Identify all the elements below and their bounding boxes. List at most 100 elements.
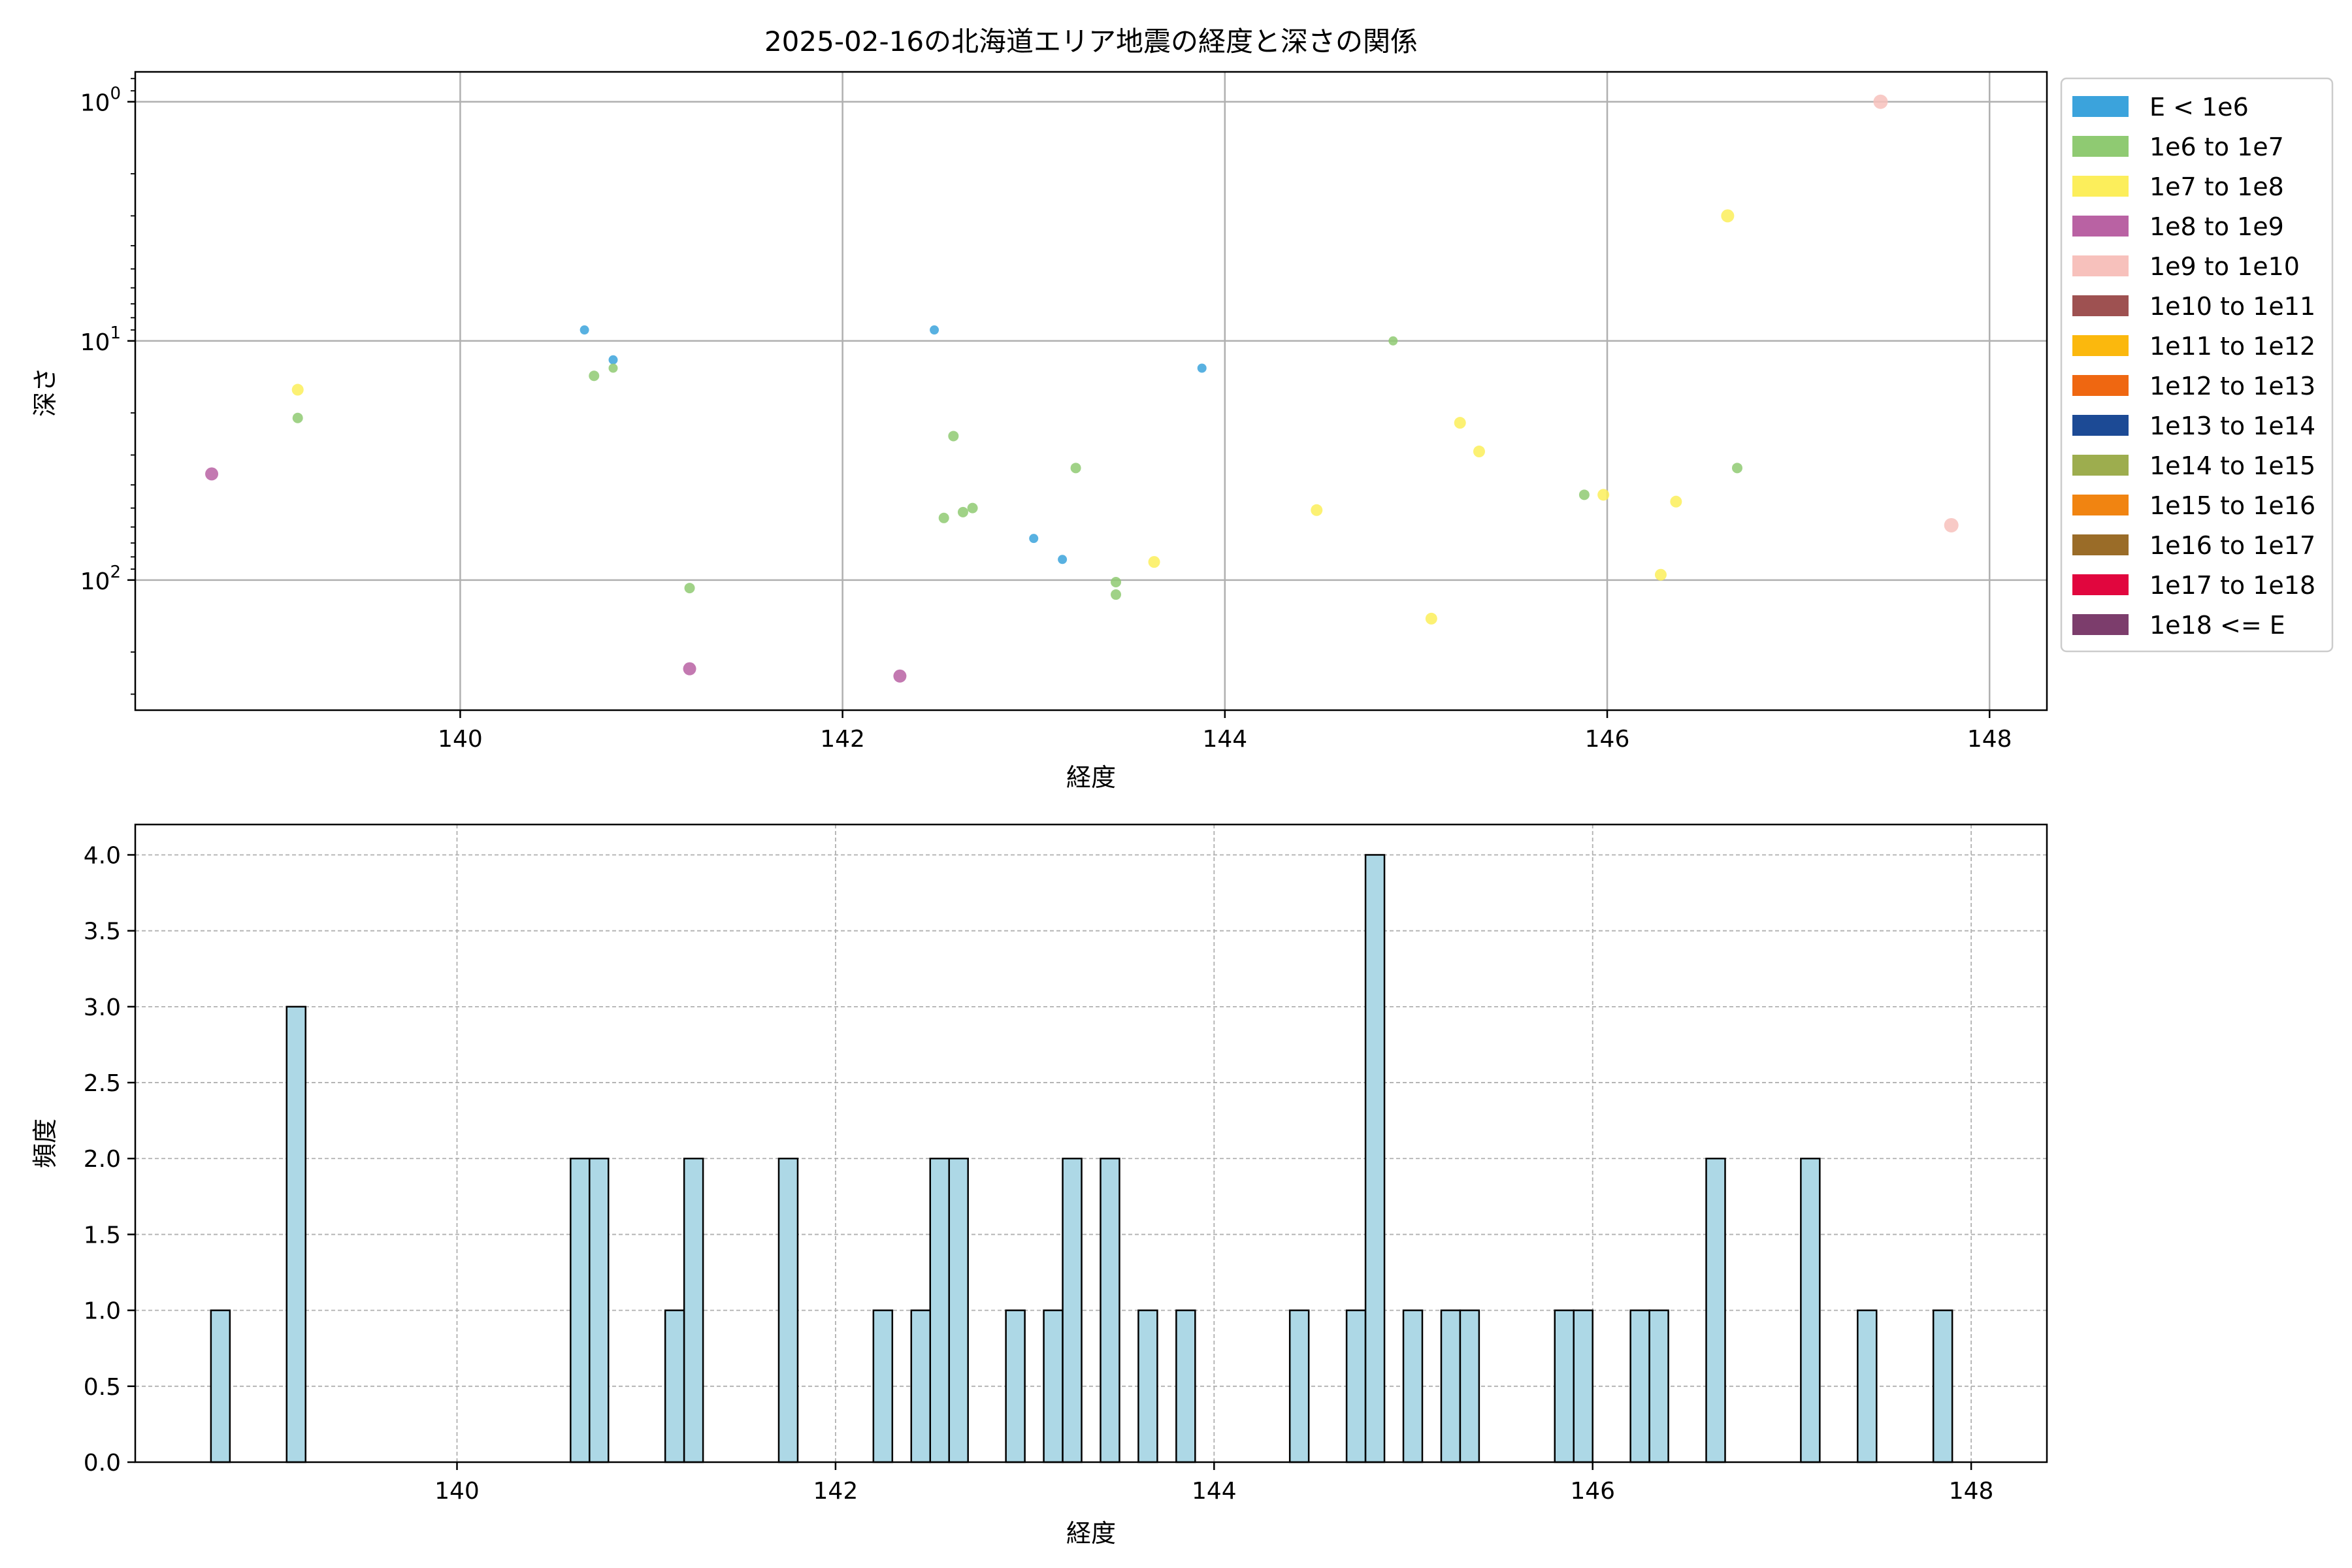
scatter-point bbox=[1111, 589, 1122, 600]
scatter-point bbox=[1197, 363, 1207, 373]
scatter-point bbox=[1578, 489, 1590, 500]
scatter-point bbox=[967, 502, 978, 514]
scatter-point bbox=[1721, 209, 1735, 223]
histogram-y-tick-label: 0.0 bbox=[84, 1450, 121, 1477]
scatter-y-tick-label: 102 bbox=[80, 563, 121, 595]
scatter-point bbox=[930, 325, 939, 335]
legend-label: 1e9 to 1e10 bbox=[2149, 252, 2300, 281]
scatter-x-tick-label: 140 bbox=[438, 726, 483, 753]
scatter-plot-area bbox=[134, 71, 2048, 711]
histogram-bar bbox=[1554, 1309, 1575, 1463]
scatter-point bbox=[957, 506, 968, 517]
scatter-y-tick-label: 100 bbox=[80, 84, 121, 117]
histogram-bar bbox=[1062, 1157, 1083, 1463]
scatter-point bbox=[1473, 446, 1485, 458]
legend-swatch bbox=[2072, 574, 2129, 595]
histogram-x-axis-label: 経度 bbox=[1066, 1519, 1116, 1548]
histogram-bar bbox=[664, 1309, 685, 1463]
scatter-point bbox=[1597, 489, 1610, 501]
legend-label: 1e15 to 1e16 bbox=[2149, 491, 2315, 520]
scatter-x-tick-label: 142 bbox=[820, 726, 865, 753]
scatter-point bbox=[608, 363, 618, 373]
histogram-bar bbox=[1043, 1309, 1064, 1463]
histogram-y-tick-label: 4.0 bbox=[84, 842, 121, 869]
histogram-y-ticks: 0.0 0.5 1.0 1.5 2.0 2.5 3.0 3.5 4.0 bbox=[84, 842, 135, 1477]
scatter-point bbox=[1311, 504, 1323, 516]
scatter-panel: 2025-02-16の北海道エリア地震の経度と深さの関係 140 142 144 14… bbox=[31, 25, 2334, 792]
scatter-y-tick-label: 101 bbox=[80, 323, 121, 356]
scatter-x-ticks: 140 142 144 146 148 bbox=[438, 710, 2012, 753]
histogram-bar bbox=[1137, 1309, 1158, 1463]
scatter-point bbox=[1670, 495, 1682, 508]
histogram-y-tick-label: 0.5 bbox=[84, 1374, 121, 1401]
scatter-point bbox=[1111, 576, 1122, 587]
histogram-bar bbox=[910, 1309, 932, 1463]
scatter-y-ticks: 100 101 102 bbox=[80, 78, 135, 695]
histogram-bar bbox=[286, 1005, 306, 1463]
histogram-y-tick-label: 2.0 bbox=[84, 1146, 121, 1173]
scatter-point bbox=[292, 412, 303, 423]
histogram-grid bbox=[135, 825, 2047, 1463]
scatter-x-axis-label: 経度 bbox=[1066, 763, 1116, 792]
legend-label: E < 1e6 bbox=[2149, 93, 2249, 122]
histogram-bar bbox=[1440, 1309, 1462, 1463]
histogram-bar bbox=[1800, 1157, 1821, 1463]
scatter-point bbox=[1944, 517, 1959, 532]
histogram-bar bbox=[1175, 1309, 1196, 1463]
scatter-point bbox=[948, 431, 959, 442]
histogram-bar bbox=[1705, 1157, 1726, 1463]
histogram-bar bbox=[1364, 854, 1386, 1463]
histogram-bar bbox=[1573, 1309, 1593, 1463]
legend-swatch bbox=[2072, 375, 2129, 396]
chart-title: 2025-02-16の北海道エリア地震の経度と深さの関係 bbox=[764, 25, 1418, 57]
scatter-point bbox=[1058, 555, 1068, 564]
histogram-y-tick-label: 3.5 bbox=[84, 919, 121, 945]
histogram-bar bbox=[948, 1157, 969, 1463]
histogram-plot-area bbox=[134, 823, 2048, 1463]
histogram-bar bbox=[1402, 1309, 1424, 1463]
scatter-point bbox=[580, 325, 589, 335]
scatter-point bbox=[608, 355, 618, 365]
legend-swatch bbox=[2072, 495, 2129, 515]
histogram-y-axis-label: 頻度 bbox=[31, 1119, 59, 1168]
histogram-bar bbox=[210, 1309, 231, 1463]
histogram-panel: 140 142 144 146 148 0.0 0.5 1.0 1.5 2.0 2.5 3.0 3.5… bbox=[31, 823, 2048, 1548]
legend-swatch bbox=[2072, 255, 2129, 276]
scatter-point bbox=[1654, 568, 1667, 581]
histogram-bar bbox=[683, 1157, 704, 1463]
histogram-bar bbox=[1932, 1309, 1953, 1463]
legend-label: 1e6 to 1e7 bbox=[2149, 133, 2284, 161]
histogram-bar bbox=[777, 1157, 799, 1463]
scatter-point bbox=[1454, 417, 1466, 429]
legend: E < 1e6 1e6 to 1e7 1e7 to 1e8 1e8 to 1e9 1e9… bbox=[2060, 77, 2334, 653]
scatter-point bbox=[1148, 556, 1160, 568]
legend-swatch bbox=[2072, 216, 2129, 237]
scatter-x-tick-label: 144 bbox=[1202, 726, 1247, 753]
legend-label: 1e7 to 1e8 bbox=[2149, 172, 2284, 201]
scatter-point bbox=[893, 669, 907, 683]
histogram-bar bbox=[1005, 1309, 1026, 1463]
legend-label: 1e11 to 1e12 bbox=[2149, 332, 2315, 361]
histogram-x-tick-label: 142 bbox=[813, 1478, 858, 1505]
legend-swatch bbox=[2072, 136, 2129, 157]
scatter-x-tick-label: 146 bbox=[1585, 726, 1630, 753]
legend-swatch bbox=[2072, 415, 2129, 436]
legend-swatch bbox=[2072, 534, 2129, 555]
scatter-point bbox=[938, 512, 949, 523]
scatter-point bbox=[205, 467, 219, 481]
scatter-x-tick-label: 148 bbox=[1967, 726, 2012, 753]
legend-label: 1e14 to 1e15 bbox=[2149, 451, 2315, 480]
histogram-x-tick-label: 148 bbox=[1949, 1478, 1994, 1505]
legend-label: 1e10 to 1e11 bbox=[2149, 292, 2315, 321]
histogram-bar bbox=[589, 1157, 610, 1463]
scatter-point bbox=[683, 662, 696, 676]
histogram-bar bbox=[1857, 1309, 1878, 1463]
scatter-point bbox=[589, 370, 600, 382]
histogram-bar bbox=[1100, 1157, 1120, 1463]
histogram-bar bbox=[929, 1157, 950, 1463]
legend-swatch bbox=[2072, 176, 2129, 197]
histogram-bar bbox=[1459, 1309, 1480, 1463]
scatter-point bbox=[1388, 336, 1398, 346]
histogram-x-ticks: 140 142 144 146 148 bbox=[434, 1462, 1993, 1505]
